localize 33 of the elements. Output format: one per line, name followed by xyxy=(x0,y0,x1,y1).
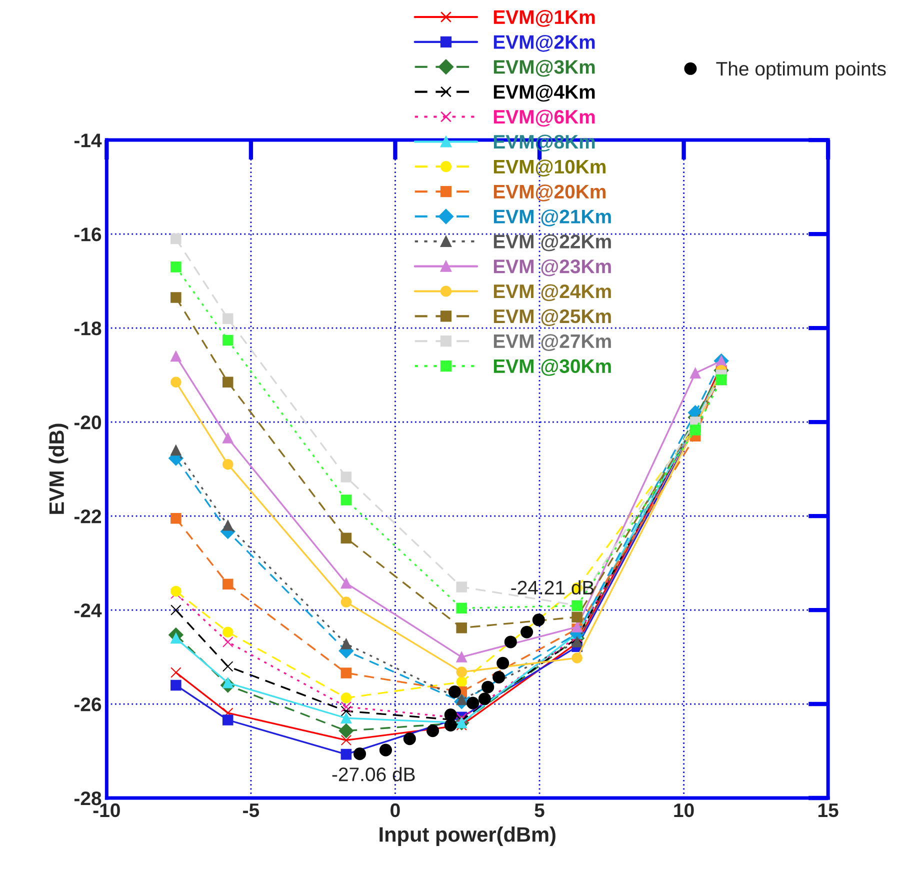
legend-label: EVM @27Km xyxy=(494,334,611,351)
x-tick-label: -5 xyxy=(243,804,260,818)
y-tick-label: -22 xyxy=(74,509,102,524)
legend-label: EVM @22Km xyxy=(494,234,611,252)
legend-label: EVM@20Km xyxy=(494,184,606,202)
legend-label: EVM @23Km xyxy=(494,259,611,276)
x-axis-title: Input power(dBm) xyxy=(380,826,556,846)
legend-label: EVM @30Km xyxy=(494,359,611,376)
legend-label: EVM@10Km xyxy=(494,160,606,176)
x-tick-label: 10 xyxy=(674,803,694,818)
y-tick-label: -26 xyxy=(74,697,102,712)
y-tick-label: -14 xyxy=(74,134,102,148)
legend-label: EVM @24Km xyxy=(494,284,611,302)
legend-label: EVM@3Km xyxy=(494,60,595,77)
legend-label: EVM @21Km xyxy=(494,209,611,226)
x-tick-label: 5 xyxy=(534,804,544,818)
y-tick-label: -28 xyxy=(74,791,102,806)
y-tick-label: -20 xyxy=(74,415,102,430)
y-tick-label: -24 xyxy=(74,603,102,618)
legend-label: EVM @25Km xyxy=(494,309,611,326)
legend-label: EVM@2Km xyxy=(494,34,595,52)
legend-label: EVM@1Km xyxy=(494,10,595,27)
x-tick-label: 15 xyxy=(818,804,838,818)
x-tick-label: -10 xyxy=(93,803,120,818)
legend-label: The optimum points xyxy=(716,61,886,80)
annotation: -24.21 dB xyxy=(511,580,594,595)
legend-label: EVM@6Km xyxy=(494,110,595,127)
y-tick-label: -16 xyxy=(74,228,102,242)
annotation: -27.06 dB xyxy=(332,766,415,782)
x-tick-label: 0 xyxy=(390,803,400,818)
legend-label: EVM@4Km xyxy=(494,84,595,102)
y-axis-title: EVM (dB) xyxy=(48,424,68,514)
y-tick-label: -18 xyxy=(74,322,102,336)
